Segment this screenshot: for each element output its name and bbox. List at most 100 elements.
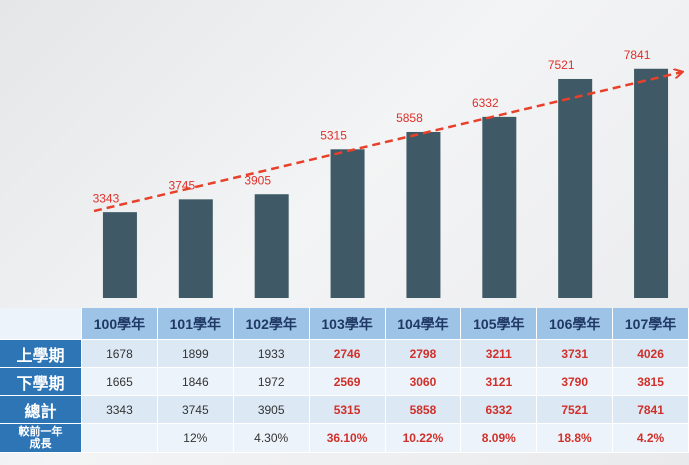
table-cell: 8.09%	[461, 424, 537, 453]
row-header: 下學期	[0, 368, 82, 396]
bar	[406, 132, 440, 298]
cell-text: 101學年	[170, 314, 221, 334]
table-cell: 1899	[158, 340, 234, 368]
header-cell: 103學年	[310, 308, 386, 340]
bar	[482, 117, 516, 298]
table-cell: 3905	[234, 396, 310, 424]
cell-text: 5315	[334, 403, 361, 417]
table-cell: 5858	[386, 396, 462, 424]
cell-text: 105學年	[473, 314, 524, 334]
cell-text: 7841	[637, 403, 664, 417]
cell-text: 總計	[24, 398, 56, 422]
cell-text: 3343	[106, 403, 133, 417]
table-cell: 2798	[386, 340, 462, 368]
cell-text: 3731	[561, 347, 588, 361]
bar	[634, 69, 668, 298]
cell-text: 1665	[106, 375, 133, 389]
table-cell: 6332	[461, 396, 537, 424]
cell-text: 5858	[410, 403, 437, 417]
cell-text: 7521	[561, 403, 588, 417]
table-cell: 5315	[310, 396, 386, 424]
cell-text: 1933	[258, 347, 285, 361]
header-cell: 107學年	[613, 308, 689, 340]
data-label: 5858	[396, 111, 423, 125]
bar	[255, 194, 289, 298]
cell-text: 106學年	[549, 314, 600, 334]
cell-text: 4026	[637, 347, 664, 361]
header-cell: 100學年	[82, 308, 158, 340]
table-cell: 3731	[537, 340, 613, 368]
table-cell: 36.10%	[310, 424, 386, 453]
table-cell: 7841	[613, 396, 689, 424]
table-cell: 1665	[82, 368, 158, 396]
cell-text: 12%	[183, 431, 207, 445]
data-label: 7521	[548, 58, 575, 72]
table-cell: 3745	[158, 396, 234, 424]
cell-text: 107學年	[625, 314, 676, 334]
table-cell: 3815	[613, 368, 689, 396]
cell-text: 103學年	[321, 314, 372, 334]
bar	[331, 149, 365, 298]
data-label: 3745	[168, 179, 195, 193]
cell-text: 3121	[485, 375, 512, 389]
cell-text: 4.30%	[254, 431, 288, 445]
page: 3343 3745 3905 5315 5858 6332 7521 7841 100學年 10…	[0, 0, 689, 465]
cell-text: 8.09%	[482, 431, 516, 445]
cell-text: 上學期	[16, 342, 64, 366]
table-cell: 1933	[234, 340, 310, 368]
cell-text: 2569	[334, 375, 361, 389]
data-label: 5315	[320, 128, 347, 142]
table-cell: 1972	[234, 368, 310, 396]
cell-text: 4.2%	[637, 431, 664, 445]
cell-text: 3060	[410, 375, 437, 389]
table-cell: 3211	[461, 340, 537, 368]
cell-text: 3905	[258, 403, 285, 417]
row-header: 總計	[0, 396, 82, 424]
cell-text: 2798	[410, 347, 437, 361]
cell-text: 3211	[486, 347, 512, 361]
table-cell: 2746	[310, 340, 386, 368]
header-cell: 101學年	[158, 308, 234, 340]
cell-text: 1678	[106, 347, 133, 361]
cell-text: 36.10%	[327, 431, 368, 445]
cell-text: 2746	[334, 347, 361, 361]
cell-text: 104學年	[397, 314, 448, 334]
cell-text: 18.8%	[558, 431, 592, 445]
table-cell: 3343	[82, 396, 158, 424]
table-cell: 2569	[310, 368, 386, 396]
cell-text: 1899	[182, 347, 209, 361]
table-cell: 1846	[158, 368, 234, 396]
cell-text: 3815	[637, 375, 664, 389]
table-cell	[82, 424, 158, 453]
data-label: 3343	[93, 191, 120, 205]
bar	[179, 199, 213, 298]
table-cell: 10.22%	[386, 424, 462, 453]
table-cell: 12%	[158, 424, 234, 453]
bar	[103, 212, 137, 298]
corner-cell	[0, 308, 82, 340]
cell-text: 1972	[258, 375, 285, 389]
cell-text: 下學期	[16, 370, 64, 394]
cell-text: 102學年	[246, 314, 297, 334]
bar	[558, 79, 592, 298]
row-header: 上學期	[0, 340, 82, 368]
row-header: 較前一年成長	[0, 424, 82, 453]
cell-text: 1846	[182, 375, 209, 389]
cell-text: 100學年	[94, 314, 145, 334]
table-cell: 1678	[82, 340, 158, 368]
header-cell: 104學年	[386, 308, 462, 340]
cell-text: 3790	[561, 375, 588, 389]
table-cell: 3121	[461, 368, 537, 396]
table-cell: 3790	[537, 368, 613, 396]
header-cell: 106學年	[537, 308, 613, 340]
table-cell: 4.2%	[613, 424, 689, 453]
cell-text: 10.22%	[403, 431, 444, 445]
data-label: 6332	[472, 96, 499, 110]
table-cell: 7521	[537, 396, 613, 424]
table-cell: 18.8%	[537, 424, 613, 453]
cell-text: 較前一年成長	[17, 426, 65, 450]
header-cell: 105學年	[461, 308, 537, 340]
table-cell: 3060	[386, 368, 462, 396]
